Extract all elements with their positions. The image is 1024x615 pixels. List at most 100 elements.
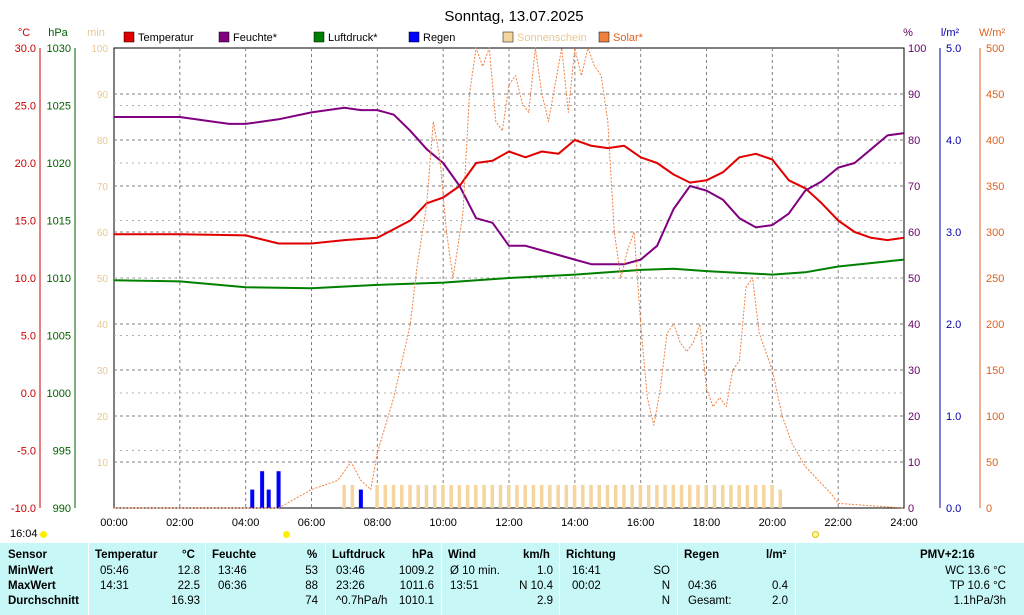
sunshine-bar bbox=[474, 485, 478, 508]
sunshine-bar bbox=[416, 485, 420, 508]
y-tick-label: -10.0 bbox=[11, 503, 36, 515]
col-sep bbox=[205, 543, 206, 615]
y-tick-label: 10.0 bbox=[15, 273, 36, 285]
y-tick-label: 100 bbox=[986, 411, 1004, 423]
y-tick-label: 0 bbox=[986, 503, 992, 515]
stats-t_val: 16.93 bbox=[171, 595, 200, 607]
y-tick-label: 2.0 bbox=[946, 319, 961, 331]
y-tick-label: 4.0 bbox=[946, 135, 961, 147]
y-tick-label: 3.0 bbox=[946, 227, 961, 239]
hdr-pmv: PMV+2:16 bbox=[920, 549, 975, 561]
x-tick-label: 22:00 bbox=[824, 517, 852, 529]
sunshine-bar bbox=[465, 485, 470, 508]
rain-bar bbox=[250, 489, 255, 508]
sunshine-bar bbox=[531, 485, 536, 508]
y-tick-label: 200 bbox=[986, 319, 1004, 331]
col-sep bbox=[441, 543, 442, 615]
y-tick-label: 10 bbox=[908, 457, 920, 469]
sunshine-bar bbox=[770, 485, 774, 508]
y-tick-label: 90 bbox=[908, 89, 920, 101]
legend-swatch bbox=[123, 31, 135, 43]
sunshine-bar bbox=[597, 485, 602, 508]
stats-r_val: 0.4 bbox=[772, 580, 788, 592]
legend-swatch bbox=[502, 31, 514, 43]
y-tick-label: -5.0 bbox=[17, 446, 36, 458]
humidity-line bbox=[114, 106, 905, 266]
y-tick-label: 990 bbox=[53, 503, 71, 515]
y-tick-label: 70 bbox=[97, 182, 109, 193]
x-tick-label: 16:00 bbox=[627, 517, 655, 529]
stats-h_time: 06:36 bbox=[218, 580, 247, 592]
stats-h_val: 53 bbox=[305, 565, 318, 577]
sunshine-bar bbox=[778, 489, 783, 508]
sunshine-bar bbox=[613, 485, 618, 508]
stats-p_time: ^0.7hPa/h bbox=[336, 595, 388, 607]
stats-d_time: 00:02 bbox=[572, 580, 601, 592]
sunshine-bar bbox=[663, 485, 667, 508]
stats-extra: WC 13.6 °C bbox=[945, 565, 1006, 577]
y-tick-label: 5.0 bbox=[21, 331, 36, 343]
sunshine-bar bbox=[762, 485, 766, 508]
hdr-dir: Richtung bbox=[566, 549, 616, 561]
y-tick-label: 90 bbox=[97, 90, 109, 101]
sunshine-bar bbox=[482, 485, 486, 508]
stats-p_time: 23:26 bbox=[336, 580, 365, 592]
stats-t_time: 14:31 bbox=[100, 580, 129, 592]
sunshine-bar bbox=[564, 485, 569, 508]
y-tick-label: 20.0 bbox=[15, 158, 36, 170]
x-tick-label: 12:00 bbox=[495, 517, 523, 529]
y-tick-label: 40 bbox=[97, 320, 109, 331]
y-tick-label: 100 bbox=[908, 43, 926, 55]
x-tick-label: 20:00 bbox=[759, 517, 787, 529]
sunshine-bar bbox=[655, 485, 659, 508]
x-tick-label: 18:00 bbox=[693, 517, 721, 529]
x-tick-label: 08:00 bbox=[364, 517, 392, 529]
x-tick-label: 10:00 bbox=[429, 517, 457, 529]
stats-w_val: N 10.4 bbox=[519, 580, 553, 592]
legend-label: Temperatur bbox=[138, 32, 194, 44]
stats-p_time: 03:46 bbox=[336, 565, 365, 577]
stats-t_time: 05:46 bbox=[100, 565, 129, 577]
series-lines bbox=[113, 47, 905, 509]
stats-d_time: 16:41 bbox=[572, 565, 601, 577]
sunshine-bar bbox=[548, 485, 552, 508]
y-tick-label: 10 bbox=[97, 458, 109, 469]
y-tick-label: 450 bbox=[986, 89, 1004, 101]
sunshine-bar bbox=[671, 485, 676, 508]
sunrise-marker bbox=[283, 531, 290, 538]
y-tick-label: 1025 bbox=[47, 101, 71, 113]
y-tick-label: 500 bbox=[986, 43, 1004, 55]
sunshine-bar bbox=[589, 485, 593, 508]
legend-label: Feuchte* bbox=[233, 32, 278, 44]
legend-swatch bbox=[598, 31, 610, 43]
stats-p_val: 1009.2 bbox=[398, 565, 434, 577]
y-tick-label: 50 bbox=[908, 273, 920, 285]
sunshine-bar bbox=[457, 485, 462, 508]
stats-label: MaxWert bbox=[8, 580, 56, 592]
y-tick-label: 100 bbox=[91, 44, 108, 55]
y-tick-label: 0 bbox=[908, 503, 914, 515]
axis-unit-label: °C bbox=[18, 27, 30, 39]
hdr-hum: Feuchte bbox=[212, 549, 257, 561]
col-sep bbox=[677, 543, 678, 615]
sunshine-bar bbox=[515, 485, 519, 508]
legend-swatch bbox=[313, 31, 325, 43]
x-tick-label: 04:00 bbox=[232, 517, 260, 529]
stats-w_label: Ø 10 min. bbox=[450, 565, 500, 577]
axis-unit-label: hPa bbox=[48, 27, 68, 39]
stats-p_val: 1010.1 bbox=[398, 595, 434, 607]
y-tick-label: 80 bbox=[908, 135, 920, 147]
sunshine-bar bbox=[391, 485, 396, 508]
stats-d_val: SO bbox=[653, 565, 670, 577]
y-tick-label: 1015 bbox=[47, 216, 71, 228]
sunshine-bar bbox=[556, 485, 560, 508]
col-sep bbox=[559, 543, 560, 615]
hdr-sensor: Sensor bbox=[8, 549, 47, 561]
axis-unit-label: min bbox=[87, 27, 105, 39]
y-tick-label: 350 bbox=[986, 181, 1004, 193]
col-sep bbox=[88, 543, 89, 615]
sunshine-bar bbox=[638, 485, 643, 508]
hdr-wind-unit: km/h bbox=[523, 549, 550, 561]
sunshine-bar bbox=[424, 485, 429, 508]
y-tick-label: 30 bbox=[97, 366, 109, 377]
